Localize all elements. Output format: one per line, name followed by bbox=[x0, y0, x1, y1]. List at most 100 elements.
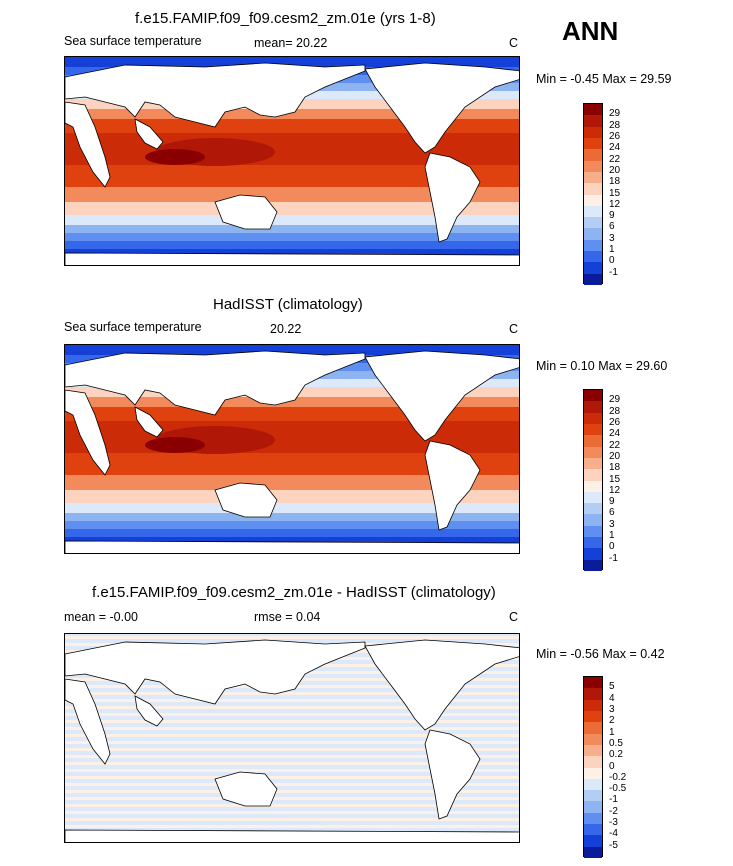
sst-band bbox=[65, 215, 519, 225]
colorbar-swatch bbox=[584, 160, 602, 172]
colorbar-tick-label: 0.2 bbox=[609, 749, 623, 761]
colorbar-tick-label: 6 bbox=[609, 507, 615, 519]
colorbar-swatch bbox=[584, 149, 602, 161]
sst-band bbox=[65, 109, 519, 119]
colorbar-swatch bbox=[584, 846, 602, 858]
colorbar-swatch bbox=[584, 778, 602, 791]
land-mass bbox=[65, 540, 519, 553]
colorbar-swatch bbox=[584, 205, 602, 218]
colorbar-swatch bbox=[584, 251, 602, 263]
land-mass bbox=[65, 678, 111, 765]
colorbar-tick-label: 6 bbox=[609, 221, 615, 233]
colorbar-swatch bbox=[584, 801, 602, 813]
colorbar-swatch bbox=[584, 126, 602, 138]
diff-stripe bbox=[65, 748, 519, 751]
colorbar-tick-label: 0.5 bbox=[609, 737, 623, 749]
colorbar-tick-label: 22 bbox=[609, 439, 621, 451]
colorbar-tick-label: 3 bbox=[609, 232, 615, 244]
colorbar-swatch bbox=[584, 480, 602, 492]
land-mass bbox=[214, 194, 278, 230]
colorbar-tick-label: 2 bbox=[609, 715, 615, 727]
panel-2-variable-label: Sea surface temperature bbox=[64, 320, 202, 334]
colorbar-swatch bbox=[584, 228, 602, 240]
panel-1-variable-label: Sea surface temperature bbox=[64, 34, 202, 48]
diff-stripe bbox=[65, 769, 519, 772]
colorbar-tick-label: 15 bbox=[609, 187, 621, 199]
sst-band bbox=[65, 345, 519, 355]
colorbar-swatch bbox=[584, 115, 602, 127]
colorbar-swatch bbox=[584, 503, 602, 515]
colorbar-tick-label: -3 bbox=[609, 817, 618, 829]
colorbar-swatch bbox=[584, 239, 602, 252]
colorbar-tick-label: -4 bbox=[609, 828, 618, 840]
colorbar-swatch bbox=[584, 710, 602, 723]
land-mass bbox=[65, 639, 366, 705]
diff-stripe bbox=[65, 636, 519, 639]
colorbar-tick-label: 24 bbox=[609, 142, 621, 154]
panel-3-units: C bbox=[509, 610, 519, 624]
colorbar-tick-label: 12 bbox=[609, 198, 621, 210]
colorbar-swatch bbox=[584, 390, 602, 402]
diff-stripe bbox=[65, 720, 519, 723]
land-mass bbox=[424, 152, 481, 243]
panel-3-map-canvas bbox=[65, 634, 519, 842]
sst-band bbox=[65, 521, 519, 529]
sst-band bbox=[65, 187, 519, 202]
diff-stripe bbox=[65, 762, 519, 765]
colorbar-tick-label: 15 bbox=[609, 473, 621, 485]
colorbar-swatch bbox=[584, 491, 602, 504]
colorbar-tick-label: 28 bbox=[609, 405, 621, 417]
colorbar-swatch bbox=[584, 423, 602, 436]
sst-band bbox=[65, 397, 519, 407]
colorbar-swatch bbox=[584, 812, 602, 825]
colorbar-tick-label: 20 bbox=[609, 450, 621, 462]
colorbar-swatch bbox=[584, 835, 602, 847]
sst-band bbox=[65, 529, 519, 537]
colorbar-tick-label: 3 bbox=[609, 518, 615, 530]
sst-band bbox=[65, 202, 519, 215]
land-mass bbox=[424, 440, 481, 531]
colorbar-swatch bbox=[584, 137, 602, 150]
colorbar-tick-label: 29 bbox=[609, 108, 621, 120]
diff-stripe bbox=[65, 783, 519, 786]
land-mass bbox=[364, 350, 519, 442]
colorbar-tick-label: 12 bbox=[609, 484, 621, 496]
colorbar-tick-label: 0 bbox=[609, 541, 615, 553]
panel-3-minmax: Min = -0.56 Max = 0.42 bbox=[536, 647, 665, 661]
panel-2-title: HadISST (climatology) bbox=[213, 296, 363, 313]
colorbar-tick-label: -1 bbox=[609, 552, 618, 564]
sst-band bbox=[65, 57, 519, 67]
panel-1-units: C bbox=[509, 36, 519, 50]
diff-stripe bbox=[65, 692, 519, 695]
diff-stripe bbox=[65, 797, 519, 800]
colorbar-tick-label: 1 bbox=[609, 530, 615, 542]
land-mass bbox=[214, 482, 278, 518]
sst-band bbox=[65, 475, 519, 490]
colorbar-tick-label: 0 bbox=[609, 255, 615, 267]
panel-1-mean: mean= 20.22 bbox=[254, 36, 328, 50]
panel-3-title: f.e15.FAMIP.f09_f09.cesm2_zm.01e - HadIS… bbox=[92, 584, 496, 601]
colorbar-tick-label: 5 bbox=[609, 681, 615, 693]
colorbar-tick-label: 20 bbox=[609, 164, 621, 176]
colorbar-swatch bbox=[584, 446, 602, 458]
panel-1-colorbar bbox=[583, 103, 603, 285]
sst-band bbox=[65, 241, 519, 249]
land-mass bbox=[134, 118, 164, 150]
land-mass bbox=[424, 729, 481, 820]
sst-band bbox=[65, 490, 519, 503]
panel-2-units: C bbox=[509, 322, 519, 336]
diff-stripe bbox=[65, 776, 519, 779]
diff-stripe bbox=[65, 706, 519, 709]
colorbar-tick-label: 29 bbox=[609, 394, 621, 406]
land-mass bbox=[364, 62, 519, 154]
colorbar-swatch bbox=[584, 194, 602, 206]
colorbar-swatch bbox=[584, 171, 602, 184]
panel-1-map bbox=[64, 56, 520, 266]
panel-2-map bbox=[64, 344, 520, 554]
colorbar-tick-label: 9 bbox=[609, 210, 615, 222]
colorbar-tick-label: 26 bbox=[609, 416, 621, 428]
diff-stripe bbox=[65, 811, 519, 814]
panel-2-colorbar bbox=[583, 389, 603, 571]
colorbar-swatch bbox=[584, 525, 602, 538]
colorbar-swatch bbox=[584, 688, 602, 700]
